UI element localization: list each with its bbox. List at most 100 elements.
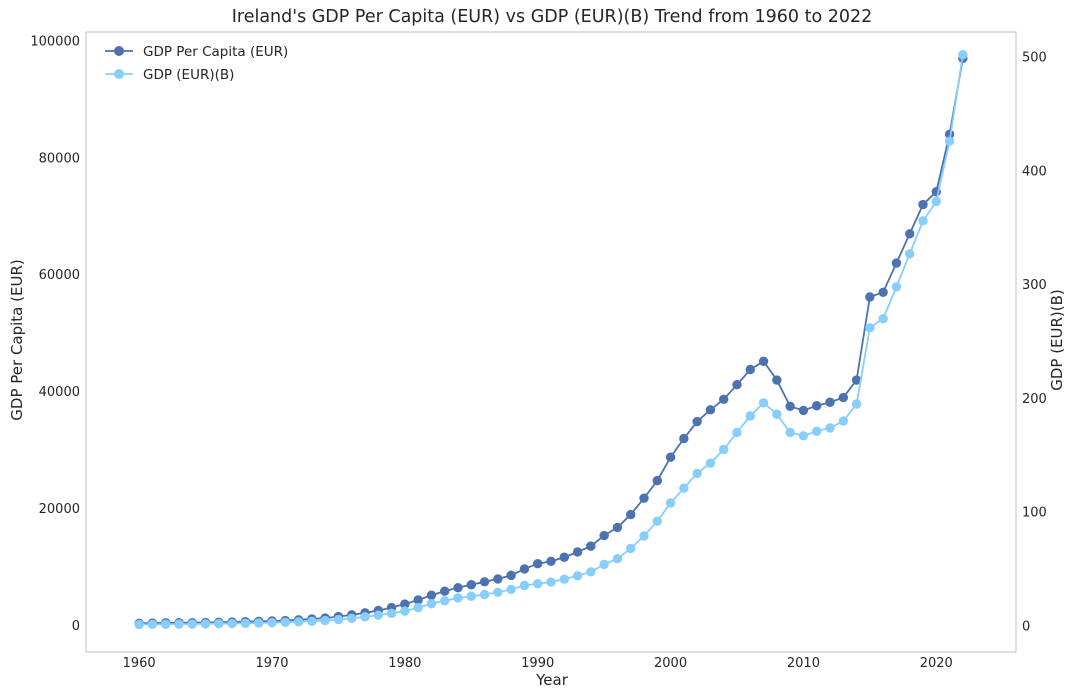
legend: GDP Per Capita (EUR) GDP (EUR)(B) <box>105 44 288 83</box>
x-tick-label: 2000 <box>654 656 687 671</box>
data-point <box>626 543 636 554</box>
right-y-tick-label: 0 <box>1022 619 1030 634</box>
x-tick-label: 2010 <box>787 656 820 671</box>
data-point <box>307 616 317 626</box>
data-point <box>891 258 902 268</box>
data-point <box>865 323 875 333</box>
data-point <box>652 516 662 526</box>
data-point <box>918 216 928 226</box>
x-axis-label: Year <box>535 671 569 689</box>
y-axis-label-left: GDP Per Capita (EUR) <box>8 259 26 420</box>
data-point <box>493 587 503 597</box>
data-point <box>825 397 835 407</box>
data-point <box>865 292 875 302</box>
data-point <box>944 129 955 140</box>
data-point <box>240 618 251 629</box>
data-point <box>878 287 888 297</box>
data-point <box>851 375 862 385</box>
data-point <box>851 399 862 409</box>
data-point <box>586 541 596 551</box>
data-point <box>679 433 689 444</box>
data-point <box>426 598 437 609</box>
data-point <box>705 405 716 415</box>
right-y-tick-label: 200 <box>1022 392 1047 407</box>
data-point <box>772 409 782 419</box>
data-point <box>652 475 662 486</box>
data-point <box>360 612 370 622</box>
data-point <box>798 405 809 416</box>
left-y-tick-label: 0 <box>72 619 80 634</box>
data-point <box>599 559 609 570</box>
data-point <box>400 606 410 616</box>
data-point <box>413 602 423 613</box>
data-point <box>745 411 755 421</box>
x-tick-label: 1960 <box>123 656 156 671</box>
data-point <box>533 558 543 569</box>
left-y-axis: 0 20000 40000 60000 80000 100000 <box>30 34 80 634</box>
data-point <box>719 394 729 405</box>
data-point <box>679 483 689 493</box>
data-point <box>440 596 450 606</box>
right-y-tick-label: 500 <box>1022 51 1047 66</box>
series-gdp-billions <box>134 50 968 630</box>
data-point <box>745 364 755 375</box>
right-y-tick-label: 400 <box>1022 164 1047 179</box>
plot-area-frame <box>85 31 1017 653</box>
data-point <box>400 599 410 609</box>
data-point <box>905 229 915 239</box>
data-point <box>161 619 171 629</box>
data-point <box>413 595 423 605</box>
data-point <box>227 618 237 629</box>
data-point <box>599 530 609 541</box>
data-point <box>453 593 463 603</box>
data-point <box>758 356 769 366</box>
left-y-tick-label: 60000 <box>39 268 80 283</box>
data-point <box>479 589 490 600</box>
data-point <box>785 401 795 412</box>
y-axis-label-right: GDP (EUR)(B) <box>1048 289 1066 391</box>
data-point <box>572 571 583 581</box>
data-point <box>798 431 809 441</box>
legend-label-gdp-per-capita: GDP Per Capita (EUR) <box>143 44 288 60</box>
data-point <box>838 392 848 403</box>
data-point <box>905 249 915 259</box>
data-point <box>293 617 304 627</box>
data-point <box>466 591 476 601</box>
data-point <box>626 509 636 520</box>
data-point <box>333 614 344 625</box>
data-point <box>705 458 716 468</box>
data-point <box>320 615 330 626</box>
data-point <box>506 584 516 595</box>
left-y-tick-label: 100000 <box>30 34 80 49</box>
data-point <box>280 617 290 628</box>
legend-marker-gdp-billions <box>114 69 124 79</box>
data-point <box>612 522 623 533</box>
data-point <box>812 426 822 436</box>
data-point <box>559 552 569 562</box>
data-point <box>825 423 835 433</box>
data-point <box>254 618 264 628</box>
data-point <box>493 574 503 584</box>
data-point <box>665 452 676 462</box>
data-point <box>812 401 822 411</box>
data-point <box>519 580 530 591</box>
data-point <box>639 493 649 503</box>
data-point <box>772 375 782 385</box>
data-point <box>586 567 596 577</box>
data-point <box>878 313 888 324</box>
right-y-tick-label: 100 <box>1022 506 1047 521</box>
data-point <box>692 468 702 479</box>
data-point <box>174 619 184 629</box>
legend-marker-gdp-per-capita <box>114 46 124 56</box>
data-point <box>918 199 928 210</box>
data-point <box>386 608 397 619</box>
data-point <box>891 282 902 292</box>
data-point <box>373 610 383 620</box>
series-layer <box>134 50 968 630</box>
data-point <box>506 570 516 581</box>
legend-label-gdp-billions: GDP (EUR)(B) <box>143 67 234 83</box>
data-point <box>426 590 437 600</box>
data-point <box>944 136 955 146</box>
data-point <box>546 556 556 567</box>
data-point <box>533 579 543 589</box>
